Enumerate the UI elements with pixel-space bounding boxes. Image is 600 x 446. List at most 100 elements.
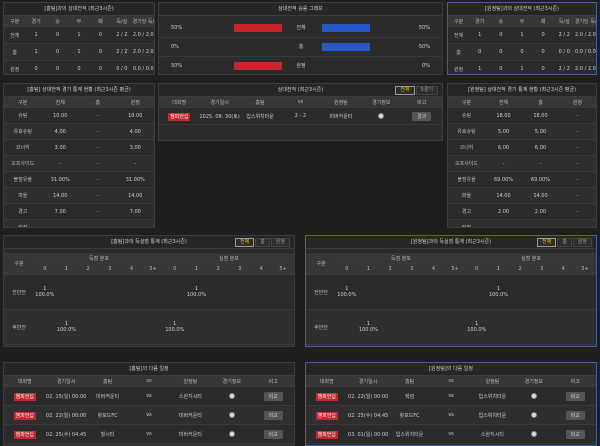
info-icon[interactable] (530, 411, 537, 418)
row-label: 후반전 (306, 309, 336, 345)
compare-button[interactable]: 비교 (565, 429, 585, 439)
panel-title: [홈팀]과의 득실점 통계 (최근3시즌) 전체 홈 원정 (4, 236, 294, 249)
tab[interactable]: 원정 (270, 238, 290, 247)
row: 경고 2.00 2.00- (448, 203, 596, 220)
cell (77, 274, 99, 310)
cell (228, 309, 251, 345)
cell (207, 274, 229, 310)
cell: 2 / 2 (553, 60, 575, 74)
count: 1 (496, 286, 501, 292)
cell (250, 274, 273, 310)
table: 구분 득점 분포 실점 분포 0 1 2 3 4 5+ 0 1 2 3 4 5+ 전반전 1 100.0% 1 100… (4, 253, 294, 345)
tab[interactable]: 5경기 (415, 86, 438, 95)
cell: 슈팅 (448, 107, 485, 124)
cell (422, 309, 445, 345)
row: 볼점유율 31.00% -31.00% (4, 171, 154, 188)
cell: - (559, 123, 596, 140)
cell (530, 274, 553, 310)
title-text: [홈팀]과의 득실점 통계 (최근3시즌) (111, 239, 187, 245)
cell: - (559, 219, 596, 227)
cell: 1 (469, 26, 491, 44)
tab[interactable]: 전체 (234, 238, 255, 247)
header-cell: 홈 (522, 97, 559, 108)
info-icon[interactable] (228, 411, 235, 418)
cell: 10.00 (116, 107, 154, 124)
tab[interactable]: 홈 (255, 238, 270, 247)
panel-title: 상대전적 (최근3시즌) 전체 5경기 (159, 84, 442, 97)
info-icon[interactable] (530, 392, 537, 399)
panel-title: [홈팀] 상대전적 경기 통계 현황 (최근3시즌 평균) (4, 84, 154, 97)
cell: 0 (89, 60, 112, 74)
cell (509, 274, 531, 310)
tab[interactable]: 전체 (395, 86, 415, 95)
tab[interactable]: 원정 (572, 238, 592, 247)
cell: 5.00 (522, 123, 559, 140)
cell: 02. 22(일) 00:00 (347, 386, 389, 406)
date-text: 02. 25(수) 04:45 (45, 431, 87, 438)
info-icon[interactable] (228, 430, 235, 437)
cell: 02. 15(일) 00:00 (45, 386, 87, 406)
compare-button[interactable]: 비교 (263, 410, 283, 420)
tab[interactable]: 전체 (536, 238, 557, 247)
cell: 31.00% (41, 171, 79, 188)
header-cell: 원정 (559, 97, 596, 108)
compare-button[interactable]: 비교 (263, 391, 283, 401)
compare-button[interactable]: 비교 (565, 391, 585, 401)
row: 챔피언십 02. 25(수) 04:45 왓포드FC vs 입스위치타운 비교 (306, 405, 596, 425)
cell (361, 107, 402, 125)
row-label: 홈 (298, 44, 304, 50)
header-cell: 5+ (142, 263, 164, 275)
percent: 100.0% (337, 292, 357, 298)
vs-text: vs (448, 393, 454, 399)
cell (552, 274, 575, 310)
cell: 1 100.0% (55, 309, 78, 345)
cell: 코너킥 (448, 139, 485, 156)
title-text: 상대전적 (최근3시즌) (277, 87, 324, 93)
info-icon[interactable] (530, 430, 537, 437)
cell: 2.00 (485, 203, 522, 220)
cell: vs (430, 424, 472, 444)
compare-button[interactable]: 비교 (565, 410, 585, 420)
cell (509, 309, 531, 345)
row-label: 전반전 (4, 274, 34, 310)
header-cell: vs (128, 376, 170, 387)
cell: - (79, 139, 117, 156)
cell: 비교 (554, 386, 596, 406)
cell: 퇴장 (4, 219, 42, 227)
cell: 2.0 / 2.0 (132, 43, 154, 61)
row-label: 전체 (296, 25, 306, 31)
cell (513, 386, 555, 406)
header-cell: 비고 (401, 97, 442, 108)
info-icon[interactable] (378, 112, 385, 119)
header-cell: 0 (163, 263, 186, 275)
home-bar (234, 62, 282, 70)
info-icon[interactable] (228, 392, 235, 399)
cell (228, 274, 251, 310)
cell: 원정 (4, 60, 26, 74)
compare-button[interactable]: 비교 (263, 429, 283, 439)
tab[interactable]: 홈 (557, 238, 572, 247)
cell: 홈 (448, 43, 470, 61)
away-bar (322, 24, 370, 32)
header-cell: 경기 (469, 16, 491, 27)
compare-button[interactable]: 결과 (412, 111, 432, 121)
cell: 0 (490, 26, 512, 44)
cell: 6.00 (485, 139, 522, 156)
header-cell: 경기당 득/실 (132, 16, 154, 27)
header-cell: 2 (379, 263, 401, 275)
cell: 2.00 (522, 203, 559, 220)
cell: 유효슈팅 (448, 123, 485, 140)
away-rate: 50% (418, 25, 430, 31)
row: 경고 7.00-7.00 (4, 203, 154, 220)
cell: 1 (25, 43, 47, 61)
date-text: 02. 25(수) 04:45 (347, 412, 389, 419)
cell: 입스위치타운 (471, 405, 514, 425)
cell: 0 (469, 43, 491, 61)
header-cell: 0 (465, 263, 488, 275)
league-badge: 챔피언십 (315, 392, 338, 401)
stats-home-panel: [홈팀] 상대전적 경기 통계 현황 (최근3시즌 평균) 구분 전체 홈 원정 슈팅 10… (3, 83, 155, 228)
cell: 5.00 (485, 123, 522, 140)
cell: 코너킥 (4, 139, 42, 156)
cell: 02. 25(수) 04:45 (347, 405, 389, 425)
